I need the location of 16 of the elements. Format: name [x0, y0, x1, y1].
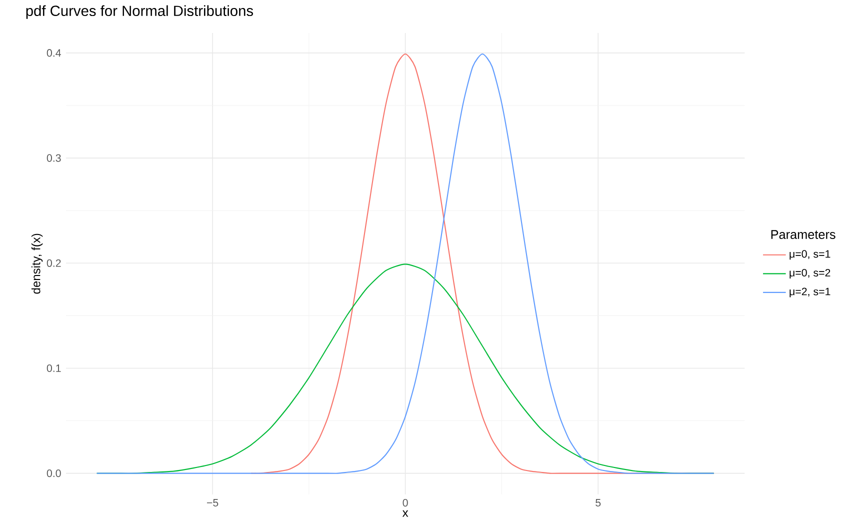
- x-tick-label: 0: [402, 499, 408, 507]
- legend-label: μ=0, s=1: [790, 250, 830, 260]
- y-tick-label: 0.1: [46, 364, 61, 372]
- y-tick-label: 0.3: [46, 154, 61, 162]
- legend-label: μ=2, s=1: [790, 288, 830, 298]
- x-tick-label: −5: [206, 499, 218, 506]
- y-tick-label: 0.0: [46, 470, 61, 478]
- legend-label: μ=0, s=2: [790, 268, 830, 278]
- legend-title: Parameters: [771, 230, 836, 239]
- chart-title: pdf Curves for Normal Distributions: [26, 5, 254, 19]
- y-axis-title: density, f(x): [31, 234, 43, 294]
- y-tick-label: 0.2: [46, 259, 61, 267]
- x-axis-title: x: [402, 510, 408, 517]
- x-tick-label: 5: [596, 499, 601, 506]
- line-series: [96, 53, 714, 474]
- y-tick-label: 0.4: [46, 49, 61, 57]
